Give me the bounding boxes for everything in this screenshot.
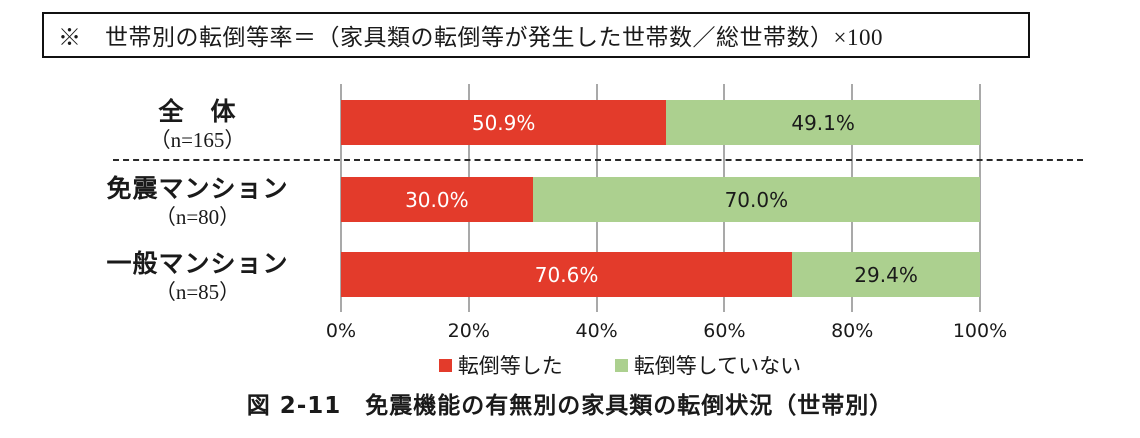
category-name: 一般マンション	[106, 249, 289, 278]
category-sample-size: （n=80）	[154, 205, 241, 229]
legend: 転倒等した 転倒等していない	[280, 350, 960, 380]
category-label-1: 免震マンション （n=80）	[60, 174, 335, 232]
bar-value-label: 30.0%	[405, 187, 469, 212]
formula-note-text: ※ 世帯別の転倒等率＝（家具類の転倒等が発生した世帯数／総世帯数）×100	[58, 25, 883, 50]
bar-value-label: 70.6%	[534, 262, 599, 287]
bar-row-2: 70.6% 29.4%	[341, 252, 980, 297]
bar-segment: 30.0%	[341, 177, 533, 222]
bar-segment: 70.0%	[532, 177, 980, 222]
legend-label: 転倒等した	[457, 354, 563, 378]
legend-swatch-icon	[614, 358, 628, 372]
bar-value-label: 50.9%	[471, 110, 536, 135]
x-tick-label-0%: 0%	[325, 320, 357, 342]
x-tick-label-60%: 60%	[703, 320, 746, 342]
x-tick-label-80%: 80%	[831, 320, 874, 342]
figure-caption: 図 2-11 免震機能の有無別の家具類の転倒状況（世帯別）	[246, 393, 894, 419]
bar-row-1: 30.0% 70.0%	[341, 177, 980, 222]
legend-swatch-icon	[438, 358, 452, 372]
category-name: 全 体	[158, 97, 237, 126]
bar-value-label: 29.4%	[854, 262, 918, 287]
bar-value-label: 70.0%	[724, 187, 789, 212]
x-tick-label-20%: 20%	[447, 320, 490, 342]
x-tick-label-40%: 40%	[575, 320, 618, 342]
category-label-2: 一般マンション （n=85）	[60, 249, 335, 307]
category-sample-size: （n=85）	[154, 280, 241, 304]
dashed-separator-line	[113, 159, 1083, 161]
x-tick-label-100%: 100%	[952, 320, 1008, 342]
gridline-100%	[979, 84, 981, 312]
formula-note-box: ※ 世帯別の転倒等率＝（家具類の転倒等が発生した世帯数／総世帯数）×100	[42, 12, 1030, 58]
category-label-0: 全 体（n=165）	[60, 97, 335, 155]
bar-segment: 50.9%	[341, 100, 667, 145]
legend-item-0: 転倒等した	[438, 350, 563, 380]
plot-area: 50.9% 49.1% 30.0% 70.0% 70.6% 29.4%	[340, 84, 981, 312]
bar-segment: 49.1%	[666, 100, 980, 145]
bar-segment: 70.6%	[341, 252, 793, 297]
category-sample-size: （n=165）	[149, 128, 246, 152]
bar-row-0: 50.9% 49.1%	[341, 100, 980, 145]
bar-value-label: 49.1%	[791, 110, 855, 135]
x-axis: 0% 20% 40% 60% 80% 100%	[326, 320, 1007, 346]
legend-label: 転倒等していない	[633, 354, 802, 378]
category-name: 免震マンション	[106, 174, 289, 203]
bar-segment: 29.4%	[792, 252, 980, 297]
legend-item-1: 転倒等していない	[614, 350, 802, 380]
